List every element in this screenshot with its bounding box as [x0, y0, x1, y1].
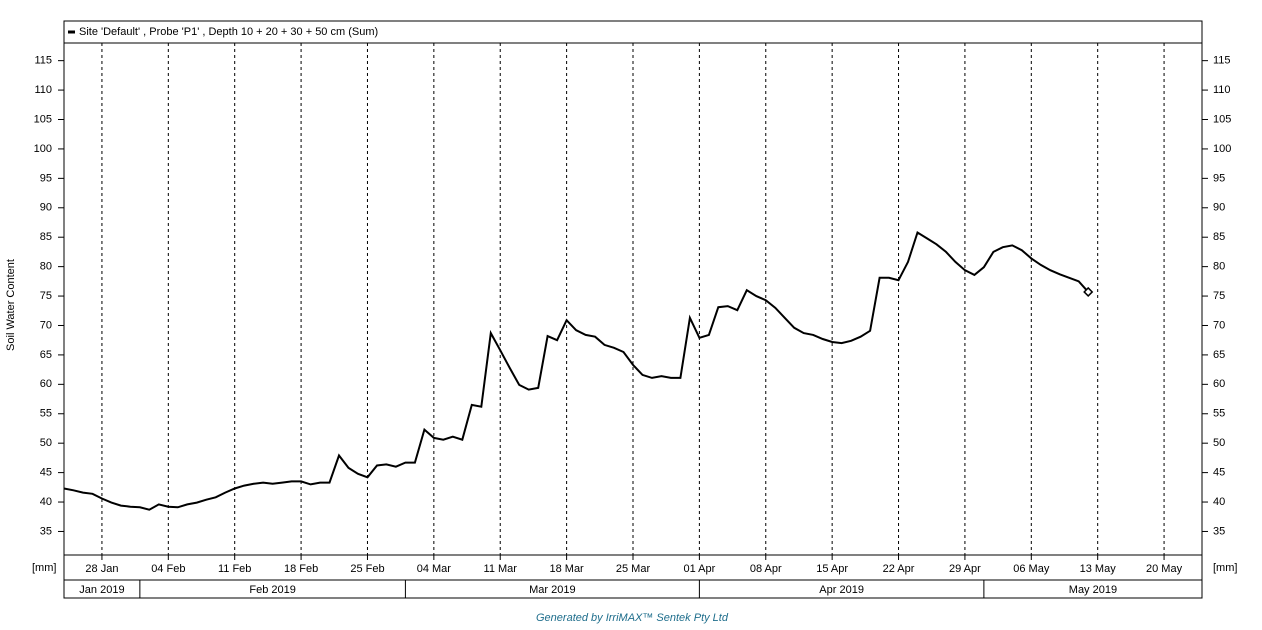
x-tick-label: 13 May — [1080, 563, 1117, 575]
x-tick-label: 11 Mar — [484, 563, 518, 575]
y-tick-label: 100 — [34, 143, 52, 155]
x-tick-label: 11 Feb — [218, 563, 251, 575]
x-tick-label: 04 Mar — [417, 563, 452, 575]
y-tick-label: 55 — [40, 408, 52, 420]
unit-label: [mm] — [32, 562, 56, 574]
x-tick-label: 25 Feb — [350, 563, 384, 575]
y2-tick-label: 60 — [1213, 378, 1225, 390]
y2-tick-label: 40 — [1213, 496, 1225, 508]
month-label: Feb 2019 — [249, 584, 295, 596]
unit-label: [mm] — [1213, 562, 1237, 574]
y-tick-label: 45 — [40, 467, 52, 479]
y-tick-label: 60 — [40, 378, 52, 390]
y-tick-label: 105 — [34, 113, 52, 125]
y2-tick-label: 95 — [1213, 172, 1225, 184]
y2-tick-label: 85 — [1213, 231, 1225, 243]
month-label: May 2019 — [1069, 584, 1117, 596]
x-tick-label: 08 Apr — [750, 563, 782, 575]
y-tick-label: 50 — [40, 437, 52, 449]
y2-tick-label: 75 — [1213, 290, 1225, 302]
x-tick-label: 06 May — [1013, 563, 1050, 575]
end-marker — [1083, 286, 1094, 297]
x-tick-label: 25 Mar — [616, 563, 651, 575]
footer: Generated by IrriMAX™ Sentek Pty Ltd — [536, 612, 729, 624]
x-tick-label: 04 Feb — [151, 563, 185, 575]
x-tick-label: 18 Feb — [284, 563, 318, 575]
y-tick-label: 75 — [40, 290, 52, 302]
y-tick-label: 70 — [40, 319, 52, 331]
y-tick-label: 65 — [40, 349, 52, 361]
y-axis-title: Soil Water Content — [5, 259, 17, 351]
y2-tick-label: 65 — [1213, 349, 1225, 361]
y2-tick-label: 55 — [1213, 408, 1225, 420]
y2-tick-label: 45 — [1213, 467, 1225, 479]
x-tick-label: 18 Mar — [549, 563, 584, 575]
x-tick-label: 01 Apr — [683, 563, 715, 575]
y-tick-label: 90 — [40, 202, 52, 214]
y2-tick-label: 70 — [1213, 319, 1225, 331]
x-tick-label: 15 Apr — [816, 563, 848, 575]
y-tick-label: 85 — [40, 231, 52, 243]
y2-tick-label: 105 — [1213, 113, 1231, 125]
month-label: Mar 2019 — [529, 584, 575, 596]
legend-label: Site 'Default' , Probe 'P1' , Depth 10 +… — [79, 26, 378, 38]
y2-tick-label: 50 — [1213, 437, 1225, 449]
y2-tick-label: 100 — [1213, 143, 1231, 155]
y2-tick-label: 80 — [1213, 261, 1225, 273]
y-tick-label: 95 — [40, 172, 52, 184]
x-tick-label: 29 Apr — [949, 563, 981, 575]
y2-tick-label: 110 — [1213, 84, 1231, 96]
y-tick-label: 80 — [40, 261, 52, 273]
y-tick-label: 35 — [40, 525, 52, 537]
y2-tick-label: 90 — [1213, 202, 1225, 214]
y-tick-label: 115 — [34, 55, 52, 67]
y-tick-label: 110 — [34, 84, 52, 96]
data-line — [63, 230, 1089, 511]
month-label: Jan 2019 — [79, 584, 124, 596]
month-label: Apr 2019 — [819, 584, 864, 596]
y-tick-label: 40 — [40, 496, 52, 508]
x-tick-label: 22 Apr — [883, 563, 915, 575]
x-tick-label: 20 May — [1146, 563, 1183, 575]
y2-tick-label: 115 — [1213, 55, 1231, 67]
y2-tick-label: 35 — [1213, 525, 1225, 537]
x-tick-label: 28 Jan — [85, 563, 118, 575]
